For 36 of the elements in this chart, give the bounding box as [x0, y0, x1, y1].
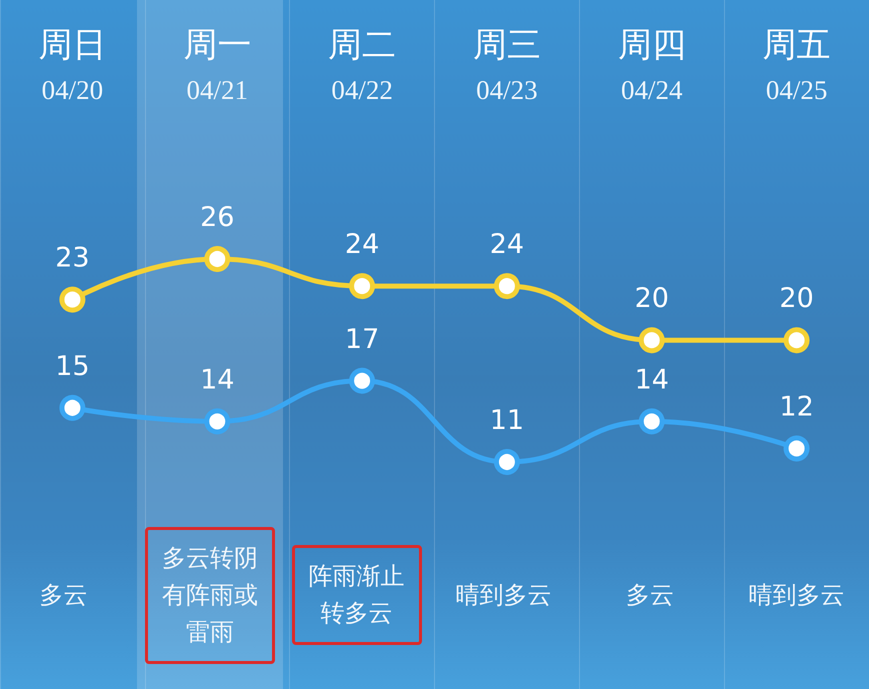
frame-outline: 多云转阴有阵雨或雷雨	[144, 526, 275, 664]
data-label: 11	[490, 405, 524, 436]
x-tick-label: 周五 04/25	[762, 25, 831, 105]
data-label: 24	[490, 229, 524, 260]
text: 多云	[38, 580, 88, 610]
x-tick-label: 周二 04/22	[328, 25, 396, 105]
x-tick-label: 周四 04/24	[618, 25, 686, 105]
data-label: 17	[344, 324, 380, 355]
data-label: 26	[200, 202, 234, 233]
point	[349, 273, 376, 300]
point	[638, 327, 665, 354]
point	[349, 368, 376, 394]
data-label: 20	[779, 283, 814, 314]
x-tick-label: 周日 04/20	[38, 25, 106, 105]
data-label: 14	[200, 364, 234, 396]
point	[638, 408, 665, 434]
point	[59, 286, 86, 313]
point	[784, 435, 810, 462]
frame-outline: 阵雨渐止转多云	[292, 545, 422, 645]
data-label: 12	[779, 391, 814, 422]
x-tick-label: 周三 04/23	[472, 25, 541, 105]
data-label: 24	[344, 229, 380, 260]
point	[59, 394, 86, 421]
data-label: 15	[55, 350, 90, 382]
x-tick-label: 周一 04/21	[183, 25, 252, 105]
point	[204, 246, 230, 272]
data-label: 20	[634, 283, 669, 314]
text: 晴到多云	[454, 580, 552, 610]
point	[494, 449, 520, 475]
data-label: 23	[55, 242, 90, 274]
point	[494, 273, 520, 300]
data-label: 14	[634, 364, 669, 396]
text: 多云	[624, 580, 675, 610]
point	[204, 408, 230, 434]
text: 晴到多云	[748, 580, 846, 610]
point	[784, 327, 810, 354]
